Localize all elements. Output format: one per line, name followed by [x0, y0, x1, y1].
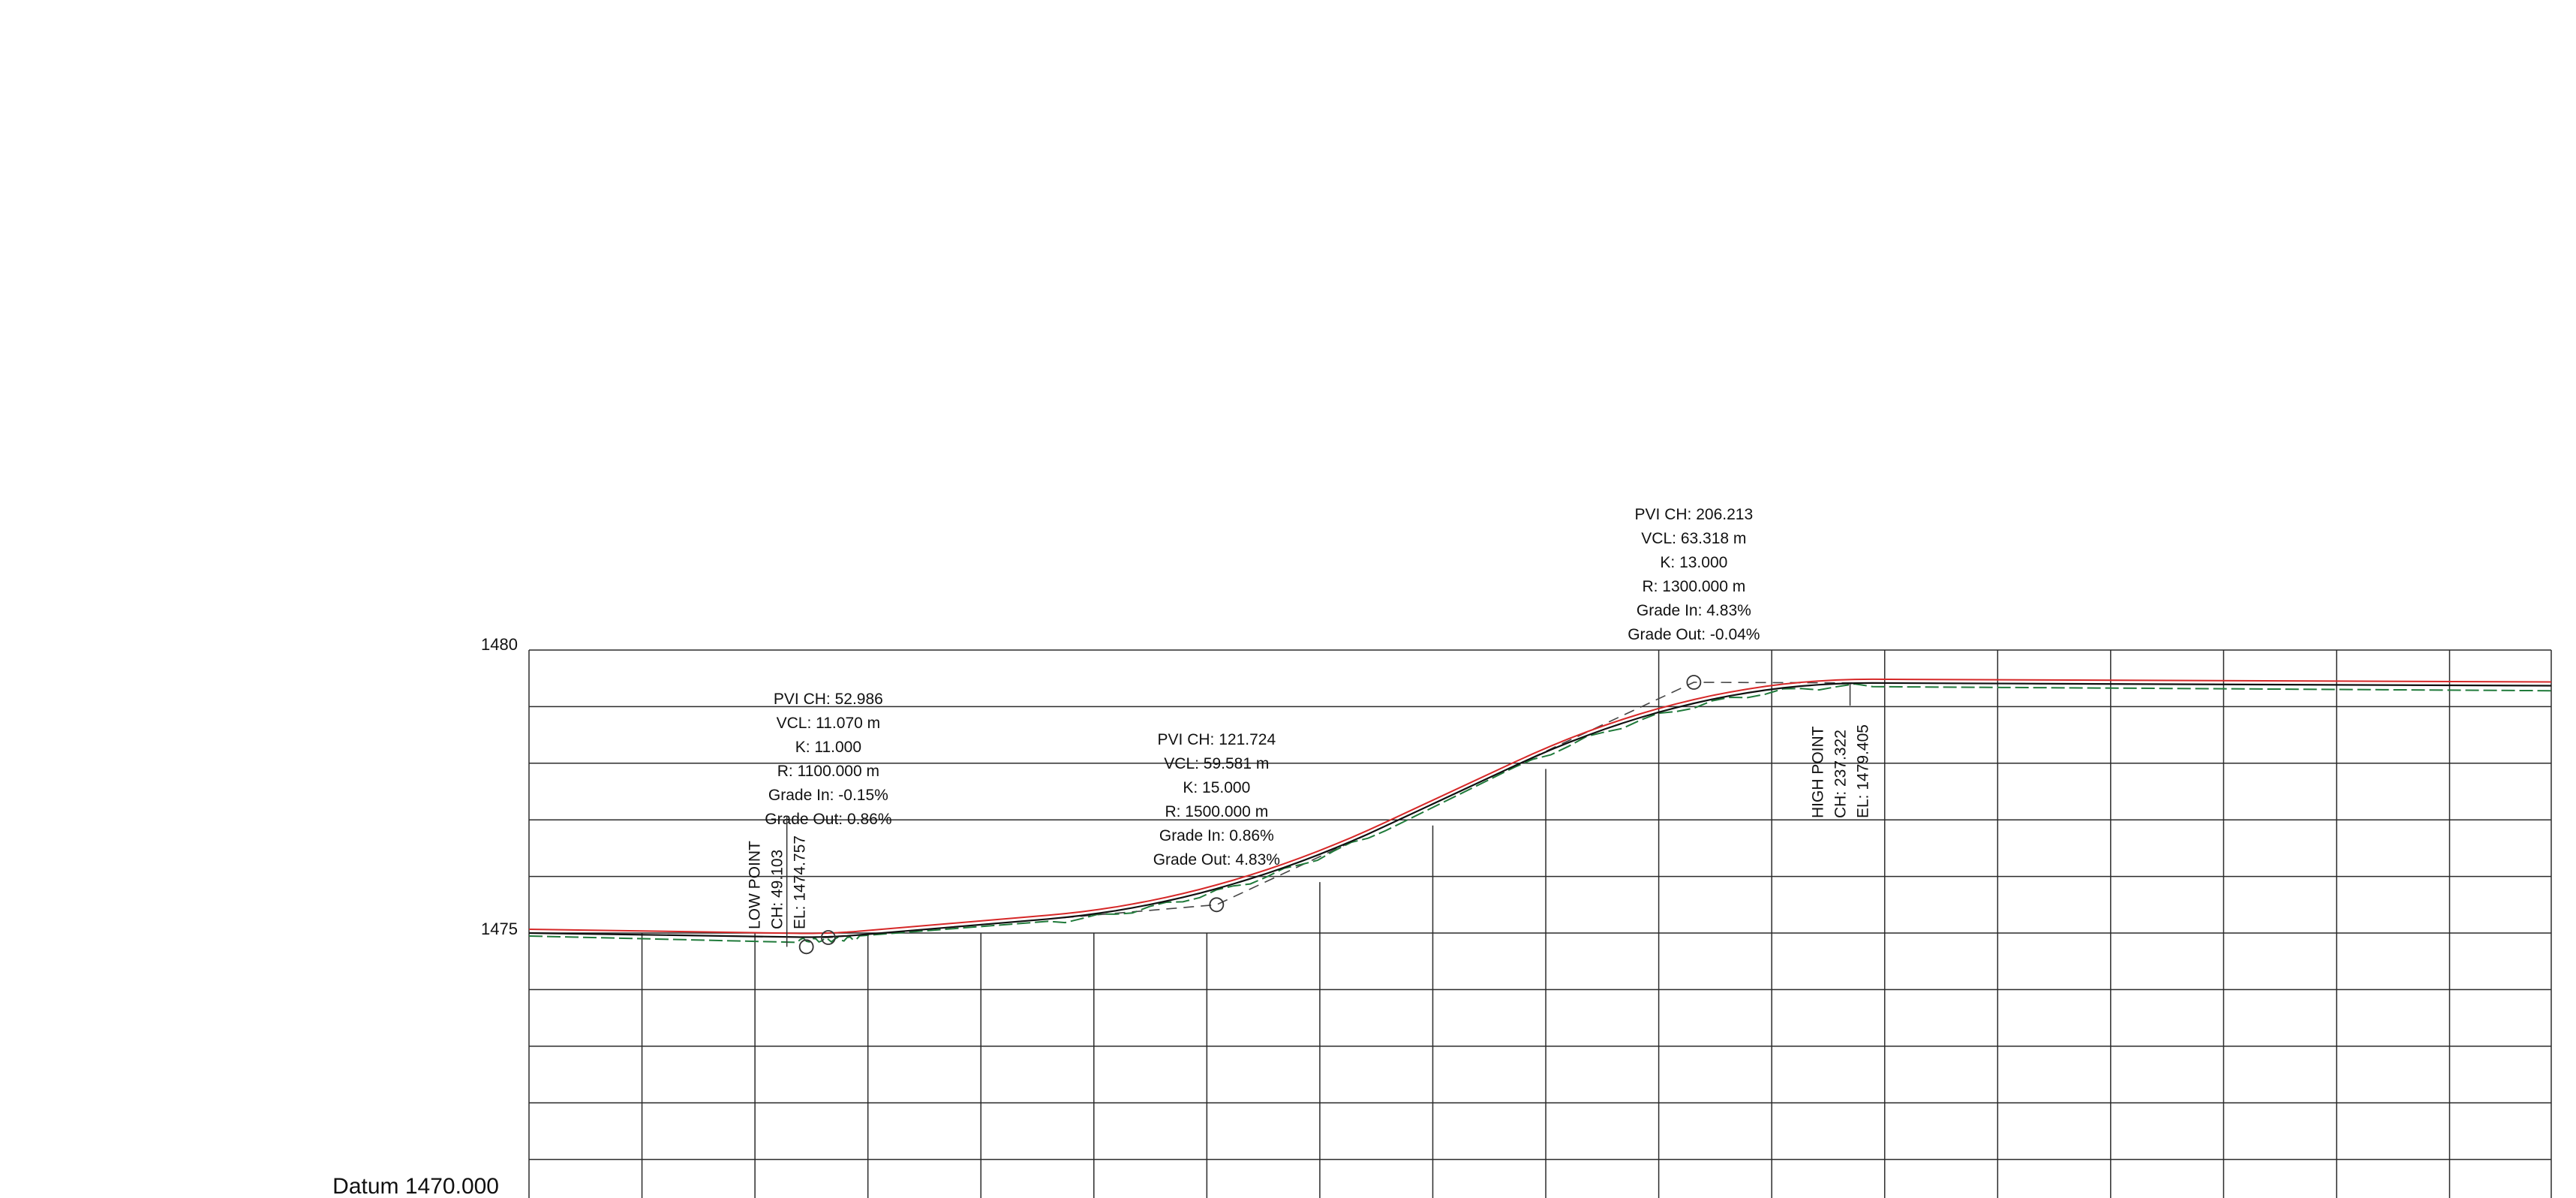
- pvi-annotation-line: Grade Out: -0.04%: [1628, 626, 1760, 643]
- pvi-annotation-line: PVI CH: 52.986: [774, 691, 883, 708]
- low-point-marker: [798, 939, 814, 955]
- pvi-annotation-line: PVI CH: 121.724: [1158, 731, 1276, 748]
- pvi-annotation-line: R: 1100.000 m: [777, 763, 879, 780]
- high-point-label: HIGH POINT: [1810, 726, 1827, 818]
- pvi-marker: [820, 930, 836, 945]
- profile-grid: [528, 649, 2552, 1198]
- red-profile-line: [528, 678, 2552, 935]
- profile-lines: [528, 678, 2552, 944]
- green-surface-line: [528, 683, 2552, 944]
- low-point-label: LOW POINT: [747, 841, 764, 929]
- pvi-annotation-line: K: 13.000: [1660, 554, 1727, 571]
- pvi-annotation-line: R: 1500.000 m: [1165, 803, 1268, 820]
- pvi-annotation-line: Grade Out: 0.86%: [765, 811, 891, 828]
- pvi-annotation-line: VCL: 59.581 m: [1164, 755, 1269, 772]
- pvi-annotation-line: Grade Out: 4.83%: [1153, 851, 1280, 868]
- elevation-label-1480: 1480: [481, 635, 518, 654]
- low-point-label: EL: 1474.757: [792, 835, 809, 929]
- pvi-annotation-line: Grade In: 4.83%: [1637, 602, 1751, 619]
- pvi-annotation-line: K: 15.000: [1183, 779, 1250, 796]
- pvi-markers: [798, 675, 1702, 955]
- annotation-labels: PVI CH: 52.986 VCL: 11.070 m K: 11.000 R: 1…: [747, 506, 1872, 947]
- datum-label: Datum 1470.000: [332, 1174, 499, 1198]
- pvi-marker: [1209, 897, 1225, 913]
- high-point-label: CH: 237.322: [1832, 730, 1850, 818]
- pvi-annotation-line: PVI CH: 206.213: [1635, 506, 1754, 523]
- pvi-annotation-line: VCL: 11.070 m: [777, 715, 881, 732]
- design-profile-line: [528, 682, 2552, 938]
- pvi-annotation-line: R: 1300.000 m: [1642, 578, 1745, 595]
- elevation-label-1475: 1475: [481, 920, 518, 938]
- pvi-annotation-line: Grade In: -0.15%: [768, 787, 888, 804]
- pvi-annotation-line: VCL: 63.318 m: [1641, 530, 1746, 547]
- pvi-annotation-line: K: 11.000: [795, 739, 861, 756]
- pvi-annotation-line: Grade In: 0.86%: [1159, 827, 1274, 844]
- low-point-label: CH: 49.103: [769, 850, 786, 929]
- high-point-label: EL: 1479.405: [1855, 724, 1872, 818]
- pvi-marker: [1686, 675, 1702, 690]
